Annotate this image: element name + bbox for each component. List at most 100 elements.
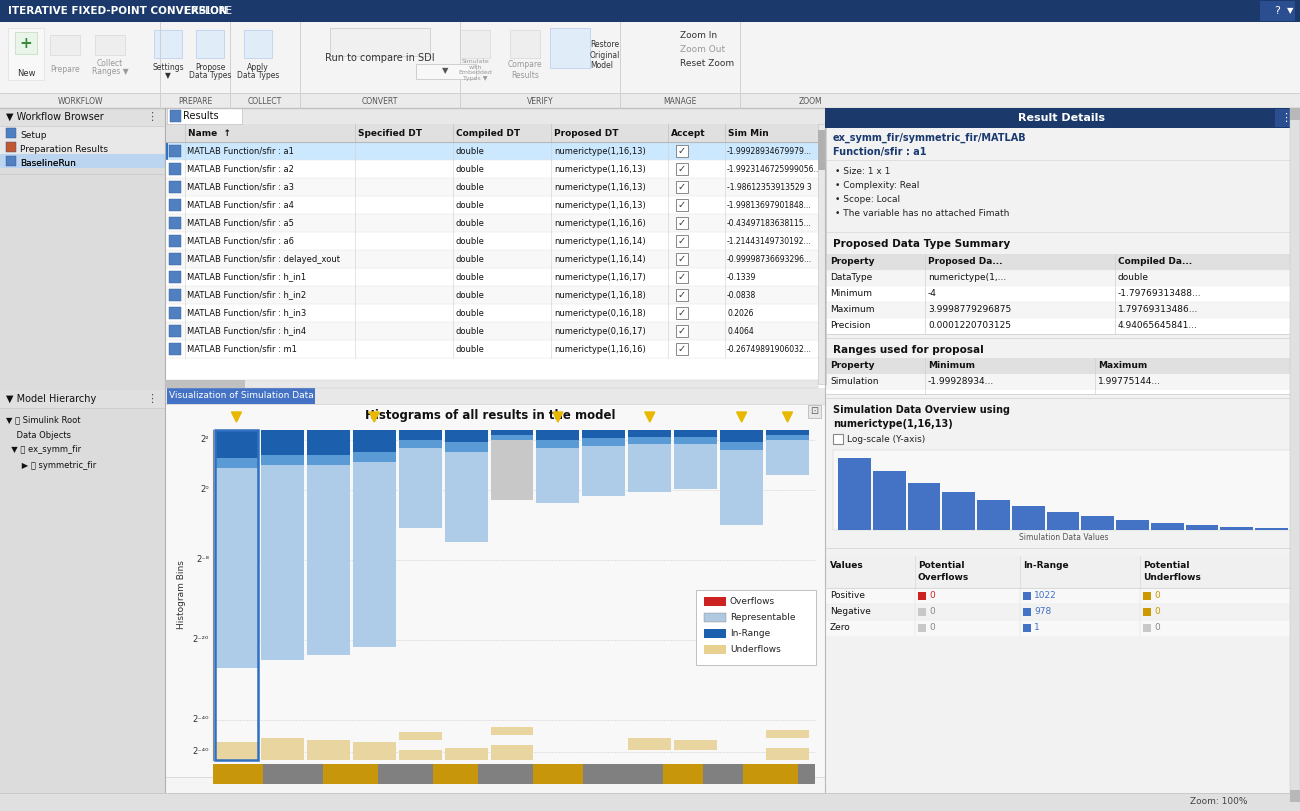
Text: 3.9998779296875: 3.9998779296875 [928,306,1011,315]
Text: • Scope: Local: • Scope: Local [835,195,900,204]
Text: 1.99775144...: 1.99775144... [1098,377,1161,387]
Text: Name  ↑: Name ↑ [188,128,231,138]
Bar [676,253,688,265]
Bar [399,732,442,740]
Text: WORKFLOW: WORKFLOW [57,97,103,105]
Text: Results: Results [183,111,218,121]
Bar [766,435,809,440]
Text: 0: 0 [1154,624,1160,633]
Bar [918,592,926,600]
Bar [416,64,476,79]
Text: Prepare: Prepare [51,66,79,75]
Text: Maximum: Maximum [829,306,875,315]
Text: numerictype(1,16,13): numerictype(1,16,13) [833,419,953,429]
Bar [628,738,671,750]
Bar [8,28,44,80]
Bar [0,140,165,154]
Text: Restore
Original
Model: Restore Original Model [590,40,620,70]
Bar [826,254,1300,270]
Text: 0.0001220703125: 0.0001220703125 [928,321,1011,331]
Text: MATLAB Function/sfir : delayed_xout: MATLAB Function/sfir : delayed_xout [187,255,341,264]
Text: Setup: Setup [20,131,47,139]
Text: Simulation Data Overview using: Simulation Data Overview using [833,405,1010,415]
Text: Specified DT: Specified DT [358,128,423,138]
Text: ✓: ✓ [677,326,686,336]
Bar [826,620,1300,636]
Text: 1.79769313486...: 1.79769313486... [1118,306,1199,315]
Bar [307,465,350,655]
Bar [818,130,826,170]
Text: MATLAB Function/sfir : a2: MATLAB Function/sfir : a2 [187,165,294,174]
Bar [978,500,1010,530]
Text: ⊡: ⊡ [810,406,818,416]
Text: MATLAB Function/sfir : h_in4: MATLAB Function/sfir : h_in4 [187,327,306,336]
Bar [676,163,688,175]
Bar [490,430,533,435]
Text: Result Details: Result Details [1018,113,1105,123]
Bar [261,465,304,660]
Bar [0,108,165,126]
Bar [1221,527,1253,530]
Text: -4: -4 [928,290,937,298]
Text: MATLAB Function/sfir : h_in3: MATLAB Function/sfir : h_in3 [187,308,307,317]
Bar [826,374,1300,390]
Text: Simulation Data Values: Simulation Data Values [1019,534,1109,543]
Text: numerictype(0,16,18): numerictype(0,16,18) [554,308,646,317]
Text: ⋮: ⋮ [147,112,157,122]
Text: Zoom: 100%: Zoom: 100% [1190,797,1248,806]
Bar [490,745,533,760]
Text: Representable: Representable [731,613,796,623]
Bar [833,434,842,444]
Text: Proposed Da...: Proposed Da... [928,258,1002,267]
Text: double: double [456,308,485,317]
Text: 2⁻⁸: 2⁻⁸ [196,556,209,564]
Text: MATLAB Function/sfir : a6: MATLAB Function/sfir : a6 [187,237,294,246]
Text: Compare
Results: Compare Results [508,60,542,79]
Text: ✓: ✓ [677,308,686,318]
Bar [6,142,16,152]
Text: ▼ 📦 ex_symm_fir: ▼ 📦 ex_symm_fir [6,445,81,454]
Bar [169,145,181,157]
Bar [826,108,1300,128]
Bar [838,458,871,530]
Bar [352,430,395,452]
Bar [0,126,165,140]
Text: MATLAB Function/sfir : a1: MATLAB Function/sfir : a1 [187,147,294,156]
Text: 1: 1 [1034,624,1040,633]
Text: Ranges ▼: Ranges ▼ [92,67,129,76]
Bar [165,404,826,777]
Bar [537,440,580,448]
Text: 0: 0 [1154,591,1160,600]
Bar [307,455,350,465]
Bar [445,430,488,442]
Bar [675,444,718,489]
Text: Compiled Da...: Compiled Da... [1118,258,1192,267]
Bar [826,358,1300,394]
Bar [720,450,763,525]
Text: Property: Property [829,258,875,267]
Text: -1.99928934679979...: -1.99928934679979... [727,147,812,156]
Bar [169,181,181,193]
Text: • The variable has no attached Fimath: • The variable has no attached Fimath [835,209,1009,218]
Text: ✓: ✓ [677,146,686,156]
Bar [196,30,224,58]
Text: numerictype(1,16,13): numerictype(1,16,13) [554,200,646,209]
Text: Histogram Bins: Histogram Bins [178,560,186,629]
Bar [0,22,1300,108]
Text: Reset Zoom: Reset Zoom [680,59,734,68]
Text: 2⁻⁴⁰: 2⁻⁴⁰ [192,748,209,757]
Bar [0,108,165,793]
Bar [261,738,304,760]
Text: Overflows: Overflows [731,598,775,607]
Text: Proposed Data Type Summary: Proposed Data Type Summary [833,239,1010,249]
Text: numerictype(1,16,14): numerictype(1,16,14) [554,255,646,264]
Bar [818,124,826,384]
Bar [676,343,688,355]
Text: Zoom Out: Zoom Out [680,45,725,54]
Text: Underflows: Underflows [731,646,781,654]
Text: 0: 0 [930,607,935,616]
Text: MANAGE: MANAGE [663,97,697,105]
Text: double: double [456,237,485,246]
Bar [165,322,826,340]
Bar [169,289,181,301]
